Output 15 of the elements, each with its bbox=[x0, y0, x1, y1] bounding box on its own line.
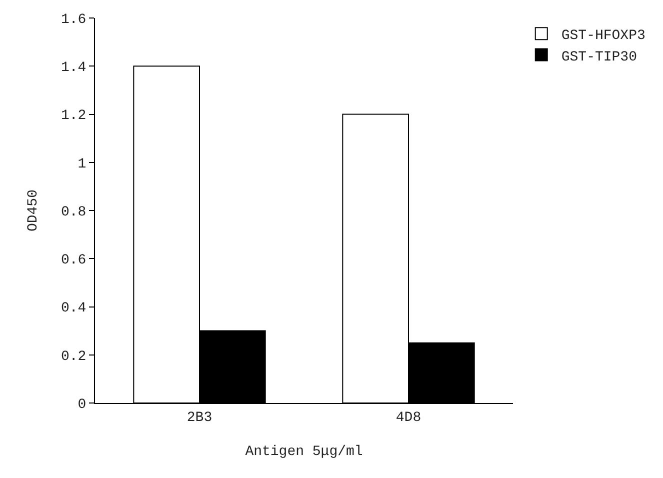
x-axis-title: Antigen 5μg/ml bbox=[245, 444, 363, 460]
legend-label: GST-HFOXP3 bbox=[561, 28, 646, 44]
y-tick-label: 0.6 bbox=[60, 252, 86, 269]
legend-label: GST-TIP30 bbox=[561, 49, 637, 66]
y-tick-label: 1.2 bbox=[60, 108, 86, 124]
y-tick-label: 0 bbox=[78, 396, 86, 413]
y-tick-label: 0.2 bbox=[60, 348, 86, 365]
y-tick-label: 1.4 bbox=[60, 60, 86, 76]
y-axis-title: OD450 bbox=[26, 189, 42, 232]
y-tick-label: 1.6 bbox=[60, 12, 86, 28]
y-tick-label: 0.8 bbox=[60, 204, 86, 220]
y-tick-label: 1 bbox=[78, 156, 86, 172]
x-tick-label: 4D8 bbox=[396, 410, 422, 426]
x-tick-label: 2B3 bbox=[186, 410, 212, 426]
y-tick-label: 0.4 bbox=[60, 300, 86, 317]
